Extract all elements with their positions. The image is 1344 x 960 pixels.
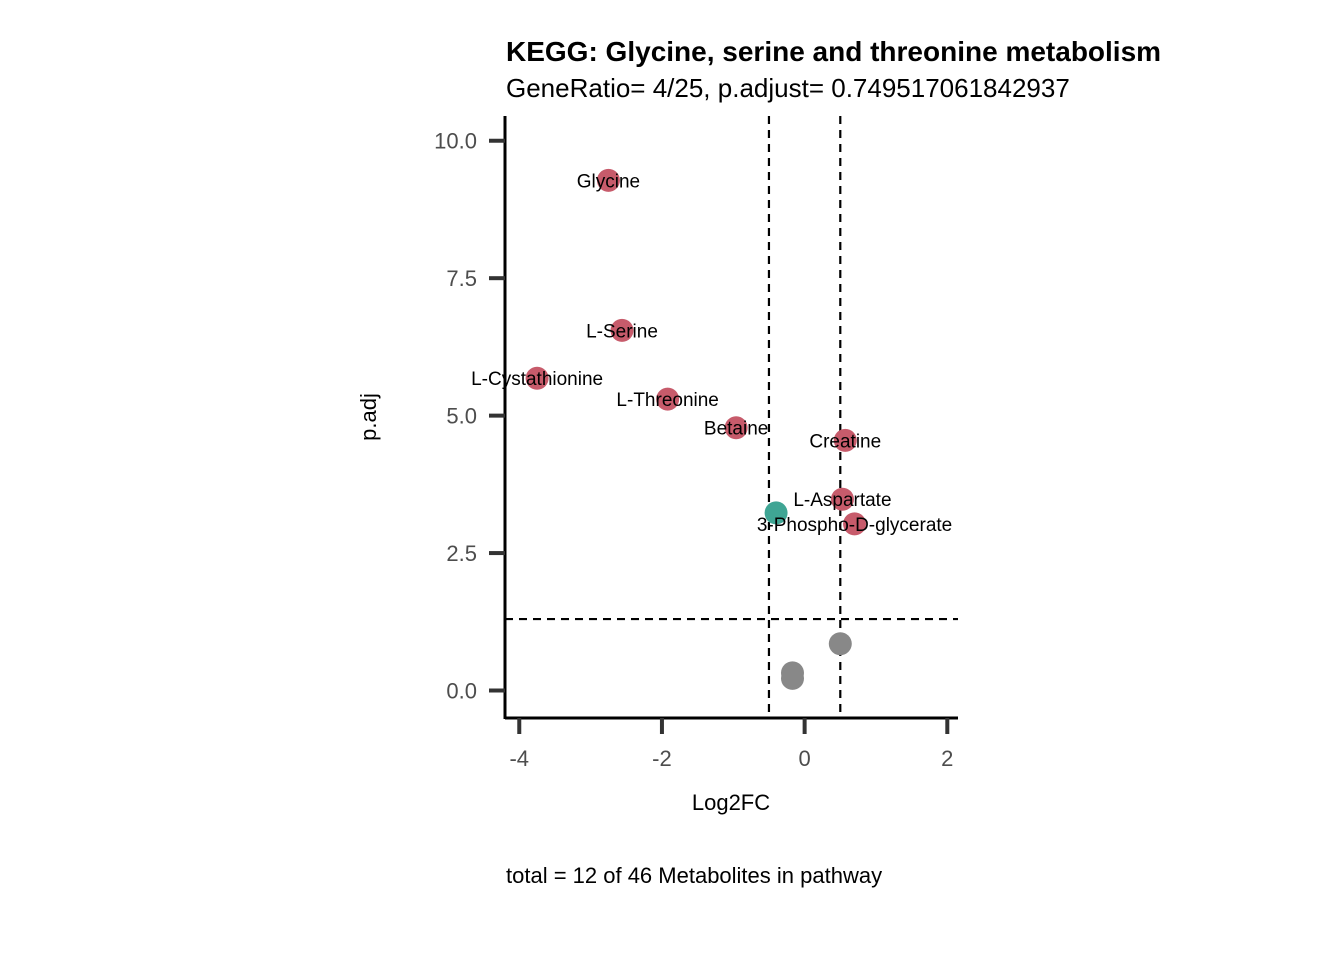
- y-tick-label-2: 5.0: [446, 404, 477, 429]
- chart-title: KEGG: Glycine, serine and threonine meta…: [506, 36, 1161, 67]
- data-point-2: [525, 366, 549, 390]
- data-point-9: [828, 632, 852, 656]
- point-label-3: L-Threonine: [616, 390, 718, 411]
- y-axis-title: p.adj: [356, 393, 381, 441]
- y-tick-label-1: 2.5: [446, 541, 477, 566]
- data-point-4: [724, 416, 748, 440]
- x-axis-ticks: -4 -2 0 2: [509, 718, 953, 771]
- data-point-1: [610, 318, 634, 342]
- x-tick-label-2: 0: [798, 746, 810, 771]
- data-point-8: [764, 501, 788, 525]
- x-tick-label-1: -2: [652, 746, 672, 771]
- y-tick-label-4: 10.0: [434, 129, 477, 154]
- x-axis-title: Log2FC: [692, 790, 770, 815]
- data-point-5: [833, 428, 857, 452]
- point-label-2: L-Cystathionine: [471, 369, 603, 390]
- point-label-5: Creatine: [809, 431, 881, 452]
- data-point-11: [780, 666, 804, 690]
- threshold-lines: [505, 116, 958, 718]
- point-label-0: Glycine: [577, 171, 640, 192]
- y-axis-ticks: 0.0 2.5 5.0 7.5 10.0: [434, 129, 505, 704]
- point-labels: Glycine L-Serine L-Cystathionine L-Threonin…: [471, 171, 952, 536]
- data-points: [525, 168, 867, 690]
- y-tick-label-3: 7.5: [446, 266, 477, 291]
- data-point-6: [830, 487, 854, 511]
- point-label-7: 3-Phospho-D-glycerate: [757, 515, 952, 536]
- y-tick-label-0: 0.0: [446, 679, 477, 704]
- x-tick-label-3: 2: [941, 746, 953, 771]
- chart-caption: total = 12 of 46 Metabolites in pathway: [506, 863, 882, 888]
- x-tick-label-0: -4: [509, 746, 529, 771]
- data-point-7: [843, 512, 867, 536]
- point-label-4: Betaine: [704, 419, 768, 440]
- data-point-0: [596, 168, 620, 192]
- point-label-6: L-Aspartate: [793, 490, 891, 511]
- data-point-3: [656, 387, 680, 411]
- point-label-1: L-Serine: [586, 321, 658, 342]
- chart-subtitle: GeneRatio= 4/25, p.adjust= 0.74951706184…: [506, 73, 1070, 103]
